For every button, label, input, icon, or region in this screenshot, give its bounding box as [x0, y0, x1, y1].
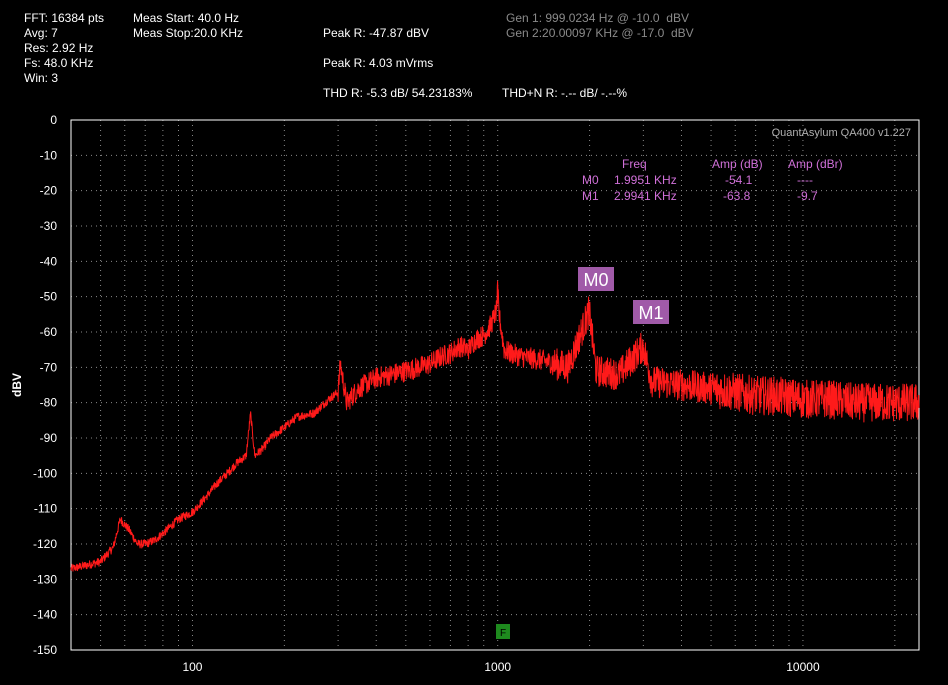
x-axis-ticks: 100 1000 10000 — [182, 660, 820, 674]
plot-frame — [70, 119, 920, 651]
sample-rate-readout: Fs: 48.0 KHz — [24, 56, 94, 70]
y-tick-label: -50 — [40, 290, 58, 304]
thdn-r-readout: THD+N R: -.-- dB/ -.--% — [502, 86, 627, 100]
marker-m0[interactable]: M0 — [578, 267, 614, 291]
fundamental-marker-label: F — [500, 628, 506, 639]
fundamental-marker[interactable]: F — [496, 624, 510, 639]
y-tick-label: -130 — [33, 572, 57, 586]
spectrum-trace-line — [70, 280, 920, 572]
legend-header-amp-db: Amp (dB) — [712, 157, 763, 171]
y-tick-label: -150 — [33, 643, 57, 657]
y-tick-label: -110 — [34, 502, 57, 516]
y-tick-label: -10 — [40, 148, 58, 162]
y-tick-label: -120 — [33, 537, 57, 551]
legend-row-m0-amp-db: -54.1 — [725, 173, 753, 187]
y-tick-label: 0 — [50, 113, 57, 127]
fundamental-marker-tag — [496, 624, 510, 639]
y-tick-label: -40 — [40, 254, 58, 268]
y-axis-label: dBV — [10, 373, 24, 397]
marker-m1[interactable]: M1 — [633, 300, 669, 324]
averages-readout: Avg: 7 — [24, 26, 58, 40]
meas-start-readout: Meas Start: 40.0 Hz — [133, 11, 240, 25]
resolution-readout: Res: 2.92 Hz — [24, 41, 94, 55]
watermark: QuantAsylum QA400 v1.227 — [772, 127, 911, 139]
y-tick-label: -100 — [33, 466, 57, 480]
legend-row-m1-amp-db: -63.8 — [723, 189, 751, 203]
y-tick-label: -140 — [33, 608, 57, 622]
generator-1-readout: Gen 1: 999.0234 Hz @ -10.0 dBV — [506, 11, 689, 25]
x-tick-label: 100 — [182, 660, 202, 674]
legend-header-freq: Freq — [622, 157, 647, 171]
marker-m1-label: M1 — [638, 303, 663, 323]
meas-stop-readout: Meas Stop:20.0 KHz — [133, 26, 244, 40]
legend-row-m0-name: M0 — [582, 173, 599, 187]
marker-m0-label: M0 — [583, 270, 608, 290]
marker-m1-tag — [633, 300, 669, 324]
x-tick-label: 1000 — [484, 660, 511, 674]
y-tick-label: -80 — [40, 396, 58, 410]
marker-legend: Freq Amp (dB) Amp (dBr) M0 1.9951 KHz -5… — [582, 157, 843, 203]
fft-size-readout: FFT: 16384 pts — [24, 11, 105, 25]
legend-row-m1-freq: 2.9941 KHz — [614, 189, 677, 203]
legend-row-m1-amp-dbr: -9.7 — [797, 189, 818, 203]
x-tick-label: 10000 — [786, 660, 820, 674]
generator-2-readout: Gen 2:20.00097 KHz @ -17.0 dBV — [506, 26, 694, 40]
y-tick-label: -90 — [40, 431, 58, 445]
legend-row-m0-amp-dbr: ---- — [797, 173, 813, 187]
y-axis-ticks: 0 -10 -20 -30 -40 -50 -60 -70 -80 -90 -100 -110 -120… — [33, 113, 57, 657]
window-readout: Win: 3 — [24, 71, 59, 85]
thd-r-readout: THD R: -5.3 dB/ 54.23183% — [323, 86, 473, 100]
legend-header-amp-dbr: Amp (dBr) — [788, 157, 843, 171]
peak-r-dbv-readout: Peak R: -47.87 dBV — [323, 26, 430, 40]
y-tick-label: -20 — [40, 184, 58, 198]
legend-row-m1-name: M1 — [582, 189, 599, 203]
peak-r-mvrms-readout: Peak R: 4.03 mVrms — [323, 56, 434, 70]
marker-m0-tag — [578, 267, 614, 291]
spectrum-trace — [70, 280, 920, 572]
legend-row-m0-freq: 1.9951 KHz — [614, 173, 677, 187]
y-tick-label: -70 — [40, 360, 58, 374]
y-tick-label: -60 — [40, 325, 58, 339]
y-tick-label: -30 — [40, 219, 58, 233]
